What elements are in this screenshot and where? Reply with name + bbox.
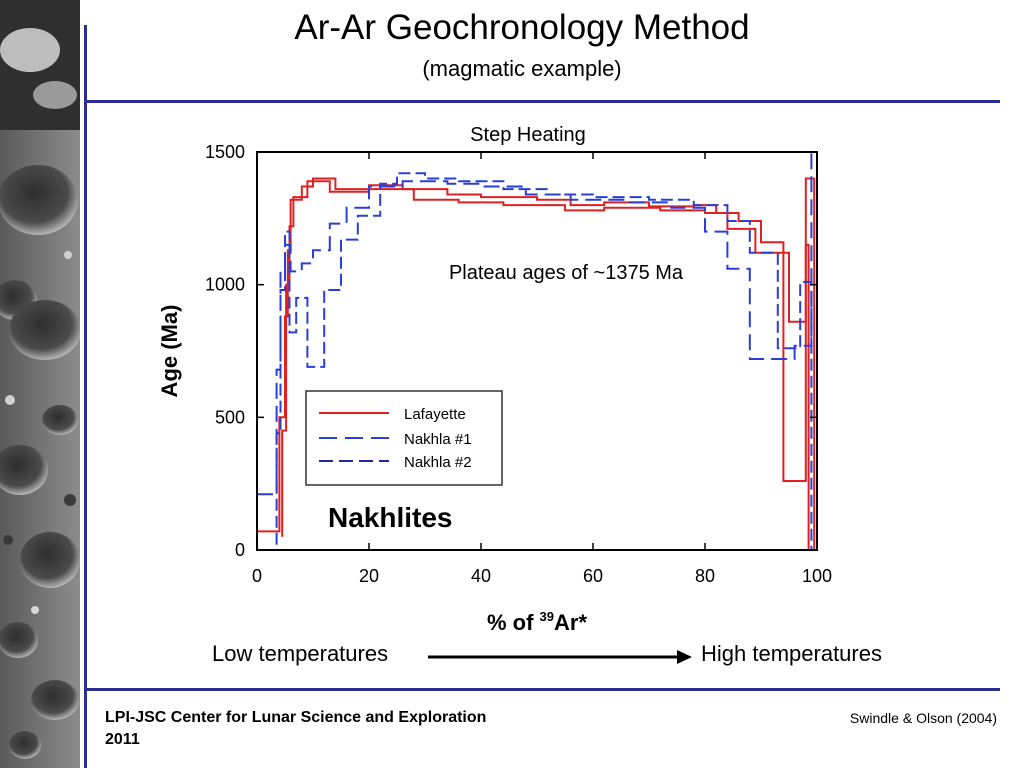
x-tick-label: 20: [359, 566, 379, 586]
footer-line-1: LPI-JSC Center for Lunar Science and Exp…: [105, 709, 487, 726]
legend-label-lafayette: Lafayette: [404, 406, 466, 423]
temperature-arrow-head: [677, 650, 692, 664]
high-temperatures-label: High temperatures: [701, 641, 882, 666]
series-line-lafayette-0: [257, 152, 818, 551]
slide-subtitle: (magmatic example): [422, 56, 622, 81]
chart-title: Step Heating: [470, 124, 586, 146]
legend: Lafayette Nakhla #1 Nakhla #2: [305, 390, 503, 486]
y-tick-label: 500: [215, 407, 245, 427]
series-line-lafayette-1: [281, 177, 816, 550]
y-axis-label: Age (Ma): [157, 305, 182, 398]
x-axis-label-prefix: % of: [487, 610, 540, 635]
left-accent-rule: [84, 25, 87, 768]
x-tick-label: 0: [252, 566, 262, 586]
plateau-annotation: Plateau ages of ~1375 Ma: [449, 262, 684, 284]
legend-box: [305, 390, 503, 486]
footer-line-2: 2011: [105, 731, 140, 748]
header-rule: [84, 100, 1000, 103]
y-tick-label: 1000: [205, 275, 245, 295]
x-tick-label: 80: [695, 566, 715, 586]
x-axis-label: % of 39Ar*: [487, 609, 587, 635]
slide-title: Ar-Ar Geochronology Method: [294, 8, 750, 47]
x-tick-label: 40: [471, 566, 491, 586]
footer-rule: [84, 688, 1000, 691]
moon-surface-image: [0, 0, 80, 768]
footer-institution: LPI-JSC Center for Lunar Science and Exp…: [105, 707, 605, 751]
plot-frame: [256, 151, 818, 551]
panel-label: Nakhlites: [328, 502, 453, 533]
x-tick-label: 100: [802, 566, 832, 586]
y-tick-label: 1500: [205, 142, 245, 162]
x-tick-label: 60: [583, 566, 603, 586]
legend-label-nakhla-1: Nakhla #1: [404, 431, 472, 448]
x-axis-label-superscript: 39: [540, 609, 554, 624]
x-axis-label-suffix: Ar*: [554, 610, 587, 635]
legend-label-nakhla-2: Nakhla #2: [404, 454, 472, 471]
series-line-nakhla-2-3: [275, 152, 818, 551]
citation: Swindle & Olson (2004): [849, 710, 997, 726]
y-tick-label: 0: [235, 540, 245, 560]
low-temperatures-label: Low temperatures: [212, 641, 388, 666]
series-line-nakhla-1-2: [257, 151, 818, 550]
